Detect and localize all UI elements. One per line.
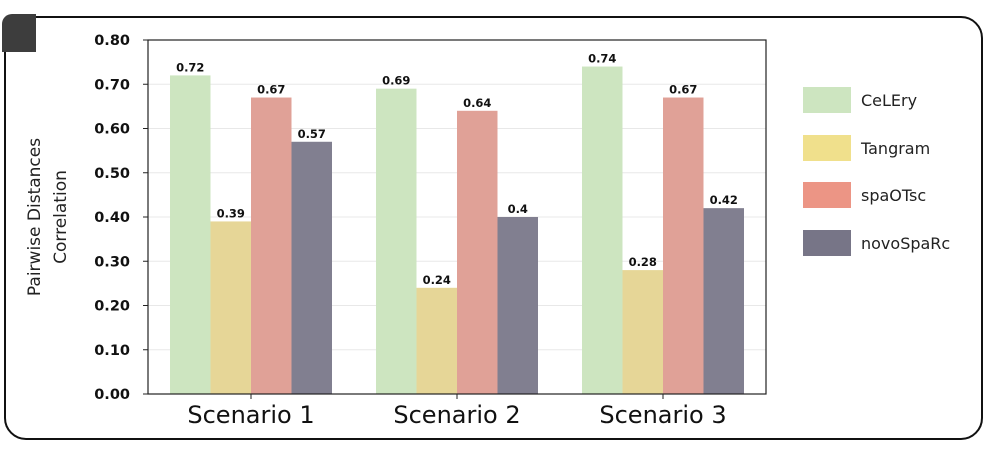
legend-label: CeLEry bbox=[861, 91, 917, 110]
y-axis-label: Pairwise Distances Correlation bbox=[25, 138, 71, 296]
bar-spaotsc bbox=[251, 97, 292, 395]
y-tick-label: 0.50 bbox=[94, 166, 130, 182]
legend-swatch-novosparc bbox=[803, 230, 851, 256]
y-axis-label-line: Correlation bbox=[51, 170, 71, 264]
data-labels: 0.72 0.39 0.67 0.57 0.69 0.24 0.64 0.4 0.74 0.28 0… bbox=[176, 52, 738, 287]
y-tick-label: 0.20 bbox=[94, 299, 130, 315]
legend-label: spaOTsc bbox=[861, 186, 926, 205]
y-tick-label: 0.10 bbox=[94, 343, 130, 359]
y-axis-label-line: Pairwise Distances bbox=[25, 138, 45, 296]
data-label: 0.64 bbox=[463, 96, 491, 110]
y-tick-label: 0.70 bbox=[94, 77, 130, 93]
bar-tangram bbox=[210, 221, 251, 394]
bar-celery bbox=[170, 75, 211, 395]
y-tick-label: 0.30 bbox=[94, 254, 130, 270]
bar-celery bbox=[376, 88, 417, 395]
data-label: 0.67 bbox=[257, 83, 285, 97]
legend-swatch-spaotsc bbox=[803, 182, 851, 208]
y-axis-ticks: 0.00 0.10 0.20 0.30 0.40 0.50 0.60 0.70 0.80 bbox=[94, 33, 148, 403]
y-tick-label: 0.60 bbox=[94, 122, 130, 138]
data-label: 0.72 bbox=[176, 60, 204, 74]
legend-swatch-celery bbox=[803, 87, 851, 113]
y-tick-label: 0.40 bbox=[94, 210, 130, 226]
bar-tangram bbox=[622, 270, 663, 394]
bar-spaotsc bbox=[663, 97, 704, 395]
data-label: 0.42 bbox=[710, 193, 738, 207]
legend-label: Tangram bbox=[860, 139, 930, 158]
legend: CeLEry Tangram spaOTsc novoSpaRc bbox=[803, 87, 950, 256]
data-label: 0.69 bbox=[382, 74, 410, 88]
x-axis-categories: Scenario 1 Scenario 2 Scenario 3 bbox=[187, 394, 727, 429]
bar-novosparc bbox=[497, 217, 538, 394]
legend-label: novoSpaRc bbox=[861, 234, 950, 253]
y-tick-label: 0.00 bbox=[94, 387, 130, 403]
data-label: 0.28 bbox=[629, 255, 657, 269]
data-label: 0.24 bbox=[423, 273, 451, 287]
x-category-label: Scenario 1 bbox=[187, 401, 314, 429]
data-label: 0.57 bbox=[298, 127, 326, 141]
data-label: 0.74 bbox=[588, 52, 616, 66]
corner-tab bbox=[2, 14, 36, 52]
bar-tangram bbox=[416, 287, 457, 394]
data-label: 0.67 bbox=[669, 83, 697, 97]
bar-celery bbox=[582, 66, 623, 395]
legend-swatch-tangram bbox=[803, 135, 851, 161]
bar-spaotsc bbox=[457, 110, 498, 395]
bars bbox=[170, 66, 744, 395]
bar-novosparc bbox=[703, 208, 744, 394]
data-label: 0.4 bbox=[508, 202, 528, 216]
data-label: 0.39 bbox=[217, 206, 245, 220]
x-category-label: Scenario 2 bbox=[393, 401, 520, 429]
y-tick-label: 0.80 bbox=[94, 33, 130, 49]
x-category-label: Scenario 3 bbox=[599, 401, 726, 429]
bar-novosparc bbox=[291, 141, 332, 394]
